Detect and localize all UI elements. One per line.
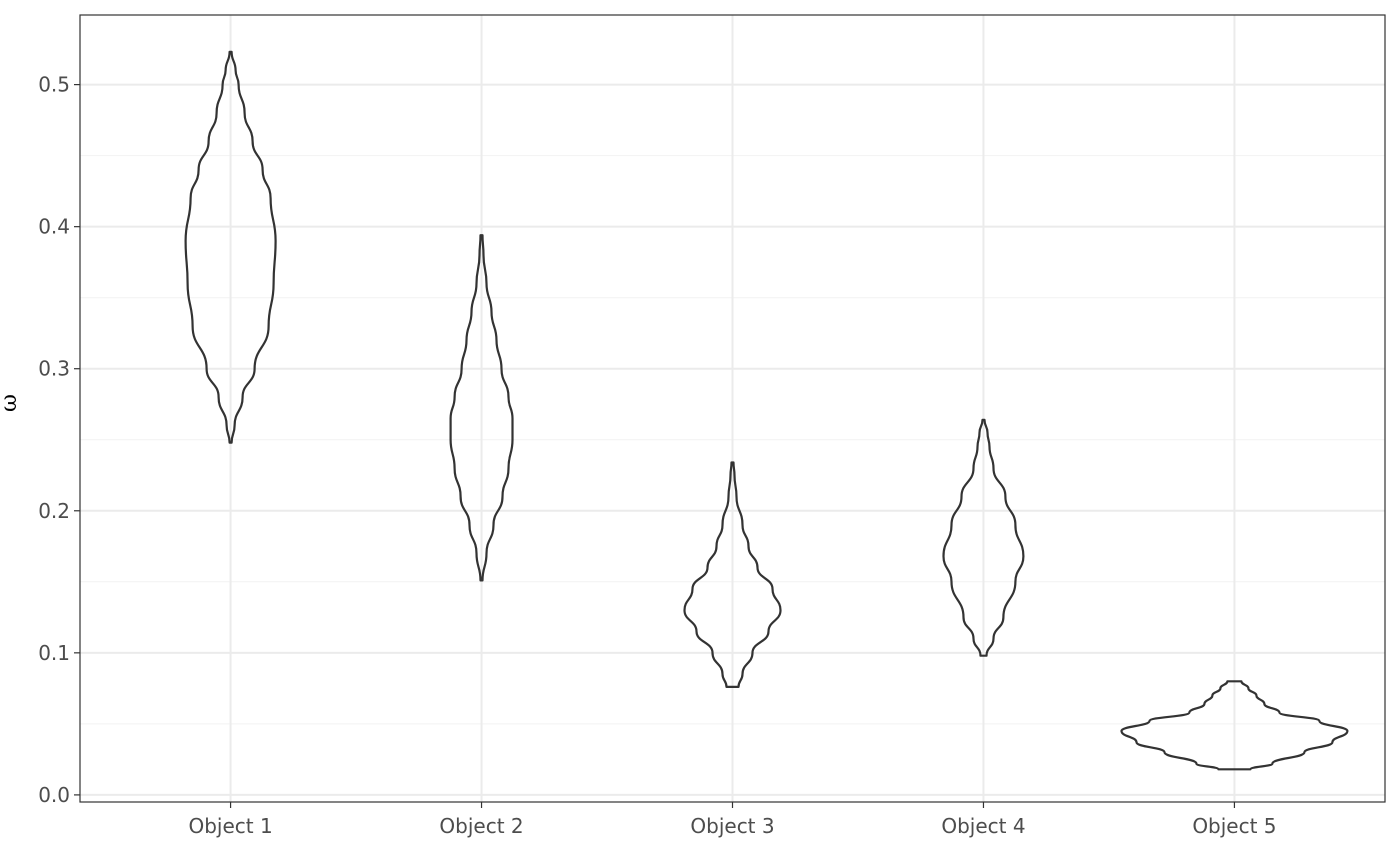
x-tick-label: Object 5 — [1192, 814, 1276, 838]
violin-1 — [184, 50, 277, 444]
violins — [184, 50, 1349, 771]
y-tick-label: 0.3 — [38, 357, 70, 381]
y-tick-label: 0.5 — [38, 73, 70, 97]
y-tick-label: 0.0 — [38, 783, 70, 807]
violin-4 — [942, 418, 1025, 657]
y-tick-label: 0.2 — [38, 499, 70, 523]
y-axis-title: ω — [0, 394, 22, 412]
axes: 0.0 0.1 0.2 0.3 0.4 0.5 Object 1 Object 2 Object… — [38, 73, 1276, 838]
grid — [80, 15, 1385, 802]
x-tick-label: Object 2 — [439, 814, 523, 838]
x-tick-label: Object 3 — [690, 814, 774, 838]
violin-3 — [683, 461, 782, 688]
y-tick-label: 0.4 — [38, 215, 70, 239]
violin-2 — [449, 234, 514, 582]
x-tick-label: Object 4 — [941, 814, 1025, 838]
x-tick-label: Object 1 — [188, 814, 272, 838]
violin-5 — [1120, 680, 1349, 771]
y-tick-label: 0.1 — [38, 641, 70, 665]
